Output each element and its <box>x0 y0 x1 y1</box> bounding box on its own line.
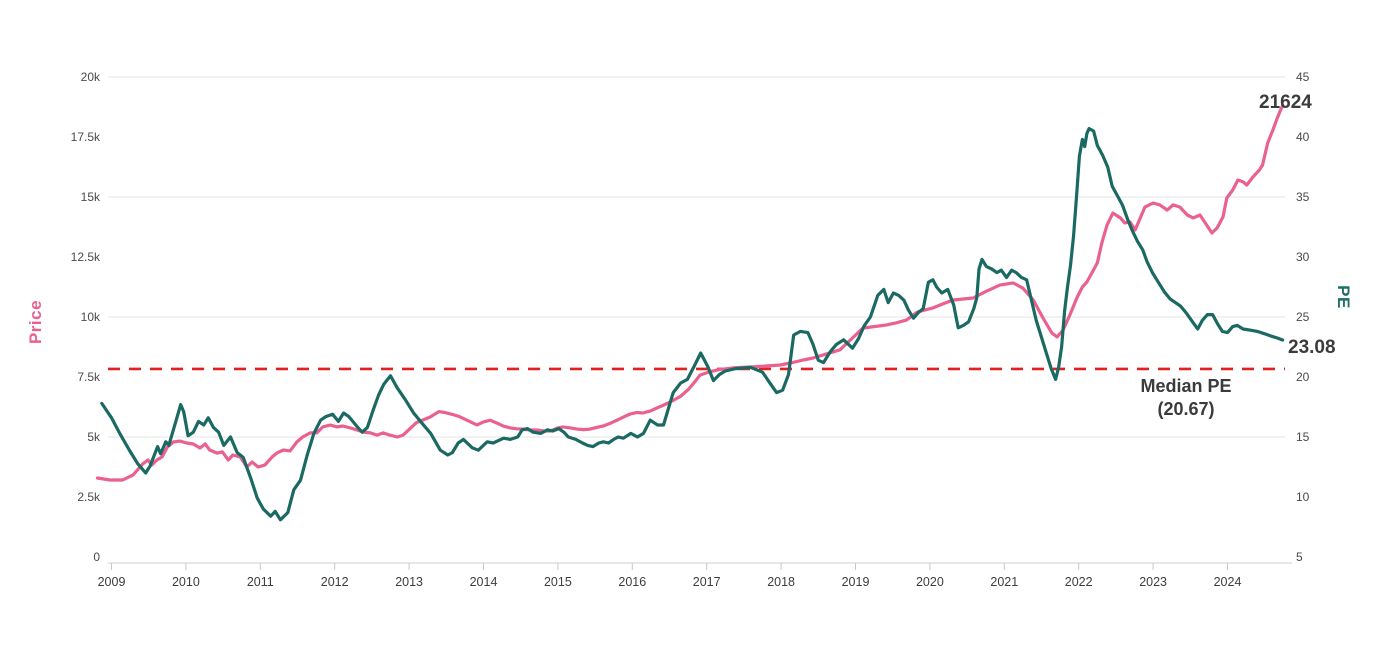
median-pe-annotation-label: Median PE <box>1140 376 1232 396</box>
x-axis-year-label: 2010 <box>172 575 200 589</box>
x-axis-year-label: 2019 <box>842 575 870 589</box>
price-axis-tick-label: 0 <box>93 550 100 564</box>
price-axis-tick-label: 12.5k <box>71 250 101 264</box>
x-axis-year-label: 2012 <box>321 575 349 589</box>
x-axis-year-label: 2018 <box>767 575 795 589</box>
x-axis-year-label: 2024 <box>1214 575 1242 589</box>
x-axis-year-label: 2020 <box>916 575 944 589</box>
x-axis-year-label: 2009 <box>98 575 126 589</box>
price-line-series <box>95 104 1285 482</box>
pe-axis-tick-label: 40 <box>1296 130 1310 144</box>
x-axis-year-label: 2022 <box>1065 575 1093 589</box>
price-axis-tick-label: 15k <box>81 190 101 204</box>
x-axis-year-label: 2015 <box>544 575 572 589</box>
price-axis-tick-label: 2.5k <box>77 490 101 504</box>
x-axis-year-label: 2017 <box>693 575 721 589</box>
price-axis-tick-label: 20k <box>81 70 101 84</box>
price-axis-tick-label: 10k <box>81 310 101 324</box>
pe-line-series <box>100 127 1285 522</box>
pe-axis-title: PE <box>1333 285 1353 309</box>
pe-axis-tick-label: 30 <box>1296 250 1310 264</box>
x-axis-year-label: 2021 <box>990 575 1018 589</box>
pe-axis-tick-label: 5 <box>1296 550 1303 564</box>
price-axis-tick-label: 17.5k <box>71 130 101 144</box>
latest-pe-label: 23.08 <box>1288 337 1336 358</box>
x-axis-year-label: 2016 <box>618 575 646 589</box>
price-axis-tick-label: 5k <box>87 430 101 444</box>
pe-axis-tick-label: 25 <box>1296 310 1310 324</box>
x-axis-year-label: 2011 <box>247 575 274 589</box>
x-axis-year-label: 2023 <box>1139 575 1167 589</box>
pe-axis-tick-label: 35 <box>1296 190 1310 204</box>
median-pe-annotation: Median PE (20.67) <box>1100 375 1272 421</box>
x-axis-year-label: 2013 <box>395 575 423 589</box>
median-pe-annotation-value: (20.67) <box>1157 399 1215 419</box>
pe-axis-tick-label: 20 <box>1296 370 1310 384</box>
pe-axis-tick-label: 10 <box>1296 490 1310 504</box>
pe-axis-tick-label: 45 <box>1296 70 1310 84</box>
price-axis-tick-label: 7.5k <box>77 370 101 384</box>
x-axis-year-label: 2014 <box>470 575 498 589</box>
pe-axis-tick-label: 15 <box>1296 430 1310 444</box>
latest-price-label: 21624 <box>1259 92 1312 113</box>
price-axis-title: Price <box>26 299 46 345</box>
